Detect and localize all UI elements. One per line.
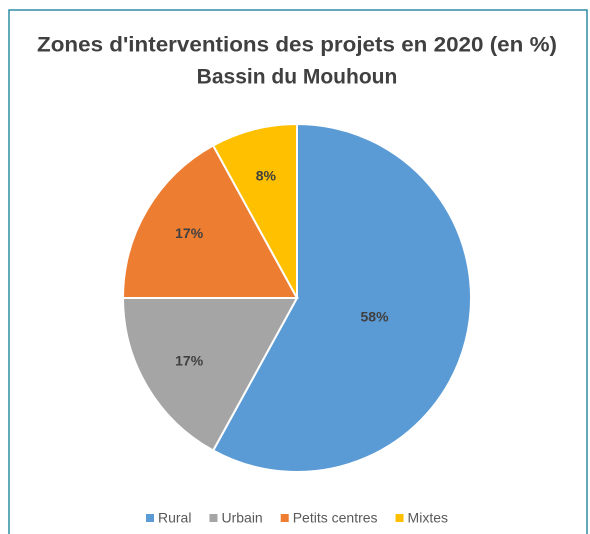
legend-swatch <box>280 514 289 522</box>
data-label: 17% <box>175 352 204 368</box>
pie-slice <box>211 122 298 299</box>
data-label: 17% <box>175 225 204 241</box>
legend-swatch <box>209 514 218 522</box>
chart-subtitle: Bassin du Mouhoun <box>197 66 398 89</box>
data-label: 8% <box>256 167 277 183</box>
pie-slice <box>211 122 473 473</box>
legend-label: Rural <box>158 510 191 526</box>
pie-slice <box>121 297 299 452</box>
pie-slice <box>121 144 299 299</box>
legend-swatch <box>395 514 404 522</box>
legend-label: Mixtes <box>408 510 448 526</box>
legend-label: Urbain <box>221 510 262 526</box>
data-label: 58% <box>361 309 390 325</box>
legend-swatch <box>146 514 154 522</box>
legend-label: Petits centres <box>293 510 378 526</box>
chart-title: Zones d'interventions des projets en 202… <box>37 34 557 57</box>
